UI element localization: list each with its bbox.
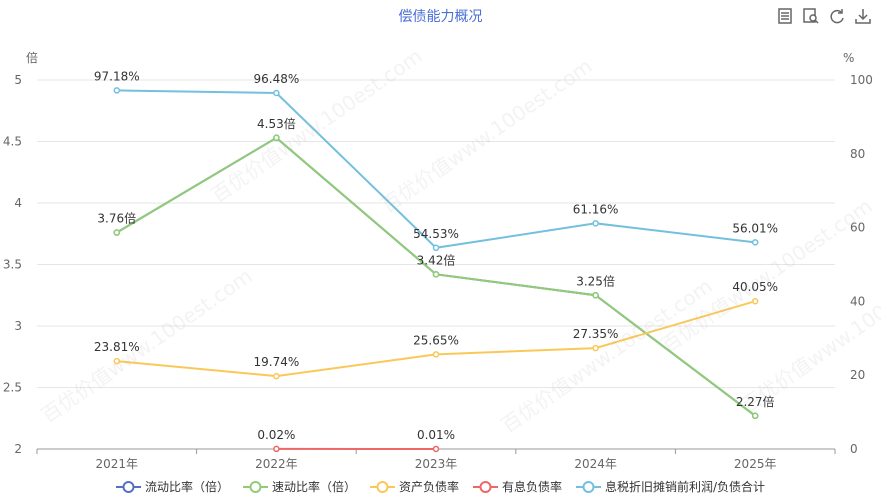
series-line-4 [116,89,756,249]
data-point [273,134,280,142]
y-left-tick-label: 3.5 [3,258,22,272]
data-label: 0.02% [257,428,295,442]
y-left-tick-label: 3 [14,319,22,333]
y-right-tick-label: 20 [850,368,865,382]
data-point [273,445,280,453]
data-label: 54.53% [413,227,459,241]
data-label: 3.42倍 [417,252,456,267]
data-point [432,244,440,252]
y-right-axis-label: % [843,51,854,65]
data-label: 0.01% [417,428,455,442]
data-point [751,297,759,305]
data-label: 19.74% [254,355,300,369]
y-left-tick-label: 2.5 [3,381,22,395]
data-label: 3.25倍 [576,273,615,288]
data-point [432,271,440,278]
legend-swatch-icon [369,480,395,493]
data-point [592,292,599,299]
y-right-tick-label: 60 [850,221,865,235]
legend-swatch-icon [472,480,498,493]
legend-label: 速动比率（倍） [271,480,356,494]
legend-label: 有息负债率 [501,480,562,494]
data-label: 2.27倍 [736,394,775,409]
y-left-tick-label: 2 [14,442,22,456]
data-label: 25.65% [413,333,459,347]
data-label: 97.18% [94,69,140,83]
y-left-tick-label: 5 [14,73,22,87]
chart-title: 偿债能力概况 [398,9,483,25]
legend-swatch-icon [576,480,601,493]
legend-item[interactable]: 息税折旧摊销前利润/负债合计 [576,478,765,495]
legend-label: 息税折旧摊销前利润/负债合计 [605,480,766,494]
y-right-tick-label: 80 [850,147,865,161]
data-point [432,445,440,453]
data-label: 4.53倍 [257,116,296,131]
download-icon[interactable] [853,6,873,26]
data-label: 40.05% [732,280,778,294]
legend-item[interactable]: 速动比率（倍） [242,478,356,495]
data-label: 96.48% [254,72,300,86]
legend-label: 资产负债率 [398,480,459,494]
legend: 流动比率（倍） 速动比率（倍） 资产负债率 有息负债率 息税折旧摊销前利润/负债合计 [0,478,881,495]
x-tick-label: 2023年 [415,457,458,471]
y-right-tick-label: 40 [850,294,865,308]
x-tick-label: 2024年 [574,457,617,471]
data-point [113,87,121,94]
y-left-tick-label: 4.5 [3,135,22,149]
legend-swatch-icon [242,480,268,493]
data-label: 3.76倍 [97,211,136,226]
data-point [592,344,599,352]
legend-item[interactable]: 资产负债率 [369,478,459,495]
x-tick-label: 2022年 [255,457,298,471]
zoom-icon[interactable] [801,6,821,26]
data-point [751,239,759,246]
data-label: 27.35% [573,327,619,341]
y-right-tick-label: 100 [850,73,873,87]
data-point [113,229,121,236]
data-point [432,351,440,358]
data-point [273,89,280,97]
refresh-icon[interactable] [827,6,847,26]
legend-label: 流动比率（倍） [144,480,229,494]
legend-item[interactable]: 流动比率（倍） [115,478,229,495]
data-point [113,357,121,365]
data-view-icon[interactable] [775,6,795,26]
data-point [592,220,599,227]
data-label: 23.81% [94,340,140,354]
line-chart: 2 2.5 3 3.5 4 4.5 5 0 20 40 60 80 100 倍 % 2021年 2022年 202… [3,50,873,471]
y-left-tick-label: 4 [14,196,22,210]
toolbox [775,6,873,26]
data-point [273,372,280,380]
x-tick-label: 2025年 [734,457,777,471]
legend-item[interactable]: 有息负债率 [472,478,562,495]
data-label: 61.16% [573,202,619,216]
data-point [751,412,759,420]
legend-swatch-icon [115,480,141,493]
x-tick-label: 2021年 [96,457,139,471]
data-label: 56.01% [732,221,778,235]
y-right-tick-label: 0 [850,442,858,456]
y-left-axis-label: 倍 [26,50,38,65]
